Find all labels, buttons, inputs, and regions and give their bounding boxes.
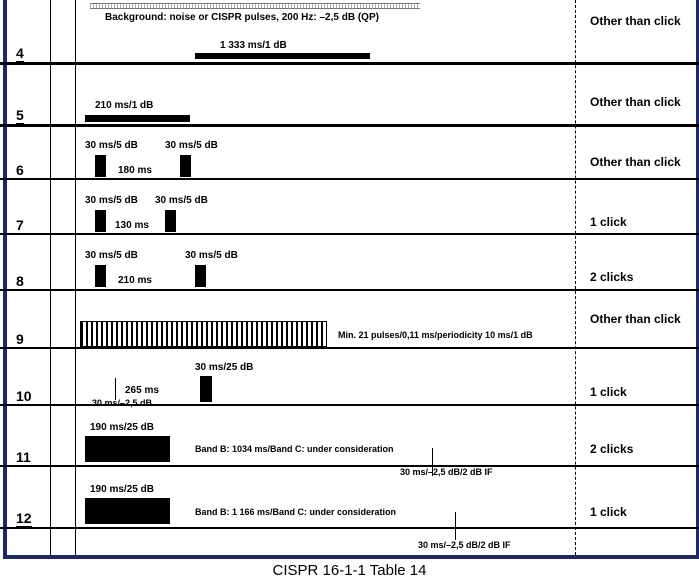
row-number-4: 4 <box>16 45 24 62</box>
row-number-10: 10 <box>16 388 32 405</box>
row-class-4: Other than click <box>590 14 695 28</box>
caption: CISPR 16-1-1 Table 14 <box>0 562 699 579</box>
row-divider-9 <box>0 347 699 349</box>
row6-l1: 30 ms/5 dB <box>85 140 138 151</box>
row6-p1 <box>95 155 106 177</box>
row11-l1: 190 ms/25 dB <box>90 422 154 433</box>
timeline-origin <box>75 0 76 555</box>
row-divider-5 <box>0 124 699 127</box>
row6-gap: 180 ms <box>118 165 152 176</box>
row-number-9: 9 <box>16 331 24 348</box>
row-class-9: Other than click <box>590 312 695 326</box>
row8-gap: 210 ms <box>118 275 152 286</box>
row-divider-6 <box>0 178 699 180</box>
row-divider-4 <box>0 62 699 65</box>
row-class-7: 1 click <box>590 215 695 229</box>
row7-p2 <box>165 210 176 232</box>
row8-l1: 30 ms/5 dB <box>85 250 138 261</box>
row-divider-11 <box>0 465 699 467</box>
diagram-frame: Background: noise or CISPR pulses, 200 H… <box>0 0 699 585</box>
row5-label: 210 ms/1 dB <box>95 100 153 111</box>
row-class-8: 2 clicks <box>590 270 695 284</box>
row8-p2 <box>195 265 206 287</box>
row7-gap: 130 ms <box>115 220 149 231</box>
row11-below: 30 ms/–2,5 dB/2 dB IF <box>400 467 493 477</box>
row9-label: Min. 21 pulses/0,11 ms/periodicity 10 ms… <box>338 330 533 340</box>
row10-l1: 30 ms/25 dB <box>195 362 253 373</box>
row-divider-7 <box>0 233 699 235</box>
row-divider-8 <box>0 289 699 291</box>
row-class-10: 1 click <box>590 385 695 399</box>
row-class-5: Other than click <box>590 95 695 109</box>
row4-bar <box>195 53 370 59</box>
row-number-11: 11 <box>16 449 31 466</box>
row11-band: Band B: 1034 ms/Band C: under considerat… <box>195 444 394 454</box>
row10-p1 <box>200 376 212 402</box>
class-column-divider <box>575 0 576 555</box>
ruler-top <box>90 3 420 9</box>
row10-gap: 265 ms <box>125 385 159 396</box>
row7-l1: 30 ms/5 dB <box>85 195 138 206</box>
row12-below: 30 ms/–2,5 dB/2 dB IF <box>418 540 511 550</box>
row8-l2: 30 ms/5 dB <box>185 250 238 261</box>
background-label: Background: noise or CISPR pulses, 200 H… <box>105 12 379 23</box>
row-number-7: 7 <box>16 217 24 234</box>
row8-p1 <box>95 265 106 287</box>
row11-tick <box>432 448 433 476</box>
row4-main-label: 1 333 ms/1 dB <box>220 40 287 51</box>
row-divider-12 <box>0 527 699 529</box>
row-class-12: 1 click <box>590 505 695 519</box>
row-number-6: 6 <box>16 162 24 179</box>
row-number-12: 12 <box>16 510 32 527</box>
row-number-5: 5 <box>16 107 24 124</box>
row12-band: Band B: 1 166 ms/Band C: under considera… <box>195 507 396 517</box>
row7-p1 <box>95 210 106 232</box>
row12-l1: 190 ms/25 dB <box>90 484 154 495</box>
rownum-divider <box>50 0 51 555</box>
row10-below: 30 ms/–2,5 dB <box>92 398 152 408</box>
row12-tick <box>455 512 456 540</box>
row12-p1 <box>85 498 170 524</box>
row11-p1 <box>85 436 170 462</box>
row6-p2 <box>180 155 191 177</box>
row-number-8: 8 <box>16 273 24 290</box>
row-class-11: 2 clicks <box>590 442 695 456</box>
row9-hatch <box>80 321 327 347</box>
row-class-6: Other than click <box>590 155 695 169</box>
row6-l2: 30 ms/5 dB <box>165 140 218 151</box>
row7-l2: 30 ms/5 dB <box>155 195 208 206</box>
row5-bar <box>85 115 190 122</box>
row10-tick <box>115 378 116 400</box>
